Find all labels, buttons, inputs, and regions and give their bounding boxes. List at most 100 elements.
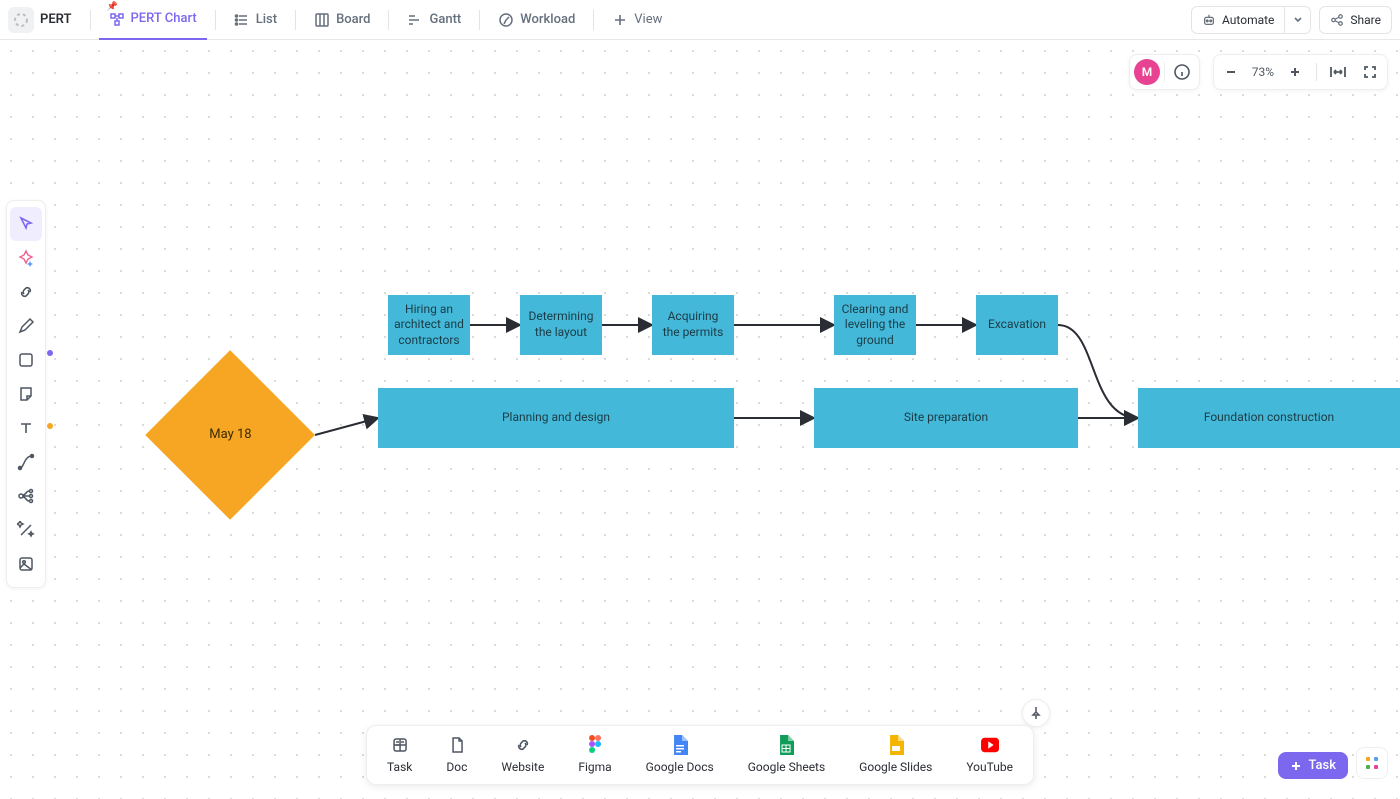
presence-panel: M: [1129, 54, 1200, 90]
share-button[interactable]: Share: [1319, 6, 1392, 34]
whiteboard-canvas[interactable]: M 73% May 18Hiring an architect an: [0, 40, 1400, 799]
insert-item-link[interactable]: Website: [501, 736, 544, 774]
apps-grid-icon: [1364, 755, 1380, 771]
tab-list[interactable]: List: [224, 0, 287, 40]
image-icon: [17, 555, 35, 573]
pin-toolbar-button[interactable]: [1022, 699, 1050, 727]
tab-board[interactable]: Board: [304, 0, 380, 40]
workload-icon: [498, 12, 514, 28]
tab-workload[interactable]: Workload: [488, 0, 585, 40]
insert-item-label: Figma: [578, 760, 611, 774]
insert-item-label: Google Docs: [646, 760, 714, 774]
new-task-button[interactable]: Task: [1278, 752, 1348, 779]
ai-sparkle-icon: [17, 249, 35, 267]
task-button-label: Task: [1308, 758, 1336, 773]
expand-icon: [1362, 64, 1378, 80]
insert-item-gslides[interactable]: Google Slides: [859, 736, 932, 774]
minus-icon: [1224, 65, 1238, 79]
insert-item-label: Google Slides: [859, 760, 932, 774]
plus-icon: [612, 12, 628, 28]
task-icon: [391, 736, 409, 754]
tab-gantt[interactable]: Gantt: [397, 0, 471, 40]
tool-sticky[interactable]: [10, 377, 42, 411]
chart-node[interactable]: Acquiring the permits: [652, 295, 734, 355]
doc-icon: [448, 736, 466, 754]
tool-ai[interactable]: [10, 241, 42, 275]
tool-shape[interactable]: [10, 343, 42, 377]
chevron-down-icon: [1293, 15, 1303, 25]
tool-color-dot: [47, 350, 53, 356]
tool-link[interactable]: [10, 275, 42, 309]
chart-node[interactable]: Planning and design: [378, 388, 734, 448]
tool-select[interactable]: [10, 207, 42, 241]
user-avatar[interactable]: M: [1134, 59, 1160, 85]
tab-label: List: [256, 12, 277, 27]
divider: [388, 10, 389, 30]
insert-item-label: Website: [501, 760, 544, 774]
tab-pert-chart[interactable]: 📌 PERT Chart: [99, 0, 207, 40]
divider: [90, 10, 91, 30]
share-label: Share: [1350, 13, 1381, 27]
chart-node[interactable]: Hiring an architect and contractors: [388, 295, 470, 355]
link-icon: [17, 283, 35, 301]
tab-label: Board: [336, 12, 370, 27]
tool-text[interactable]: [10, 411, 42, 445]
share-icon: [1330, 13, 1344, 27]
insert-item-task[interactable]: Task: [387, 736, 412, 774]
automate-label: Automate: [1222, 13, 1274, 27]
chart-node[interactable]: Clearing and leveling the ground: [834, 295, 916, 355]
insert-toolbar: Task Doc Website Figma Google Docs Google She…: [366, 725, 1034, 785]
link-icon: [514, 736, 532, 754]
tool-color-dot: [47, 423, 53, 429]
chart-node[interactable]: Foundation construction: [1138, 388, 1400, 448]
pert-chart-icon: [109, 11, 125, 27]
chart-node[interactable]: Site preparation: [814, 388, 1078, 448]
square-icon: [17, 351, 35, 369]
loading-circle-icon: [13, 12, 29, 28]
tool-image[interactable]: [10, 547, 42, 581]
divider: [593, 10, 594, 30]
divider: [215, 10, 216, 30]
chart-node[interactable]: Determining the layout: [520, 295, 602, 355]
fullscreen-button[interactable]: [1359, 59, 1381, 85]
fit-width-button[interactable]: [1327, 59, 1349, 85]
board-icon: [314, 12, 330, 28]
apps-grid-button[interactable]: [1356, 747, 1388, 779]
chart-node-diamond[interactable]: May 18: [145, 350, 315, 520]
insert-item-youtube[interactable]: YouTube: [966, 736, 1013, 774]
divider: [479, 10, 480, 30]
plus-icon: [1290, 760, 1302, 772]
chart-node[interactable]: Excavation: [976, 295, 1058, 355]
zoom-out-button[interactable]: [1220, 59, 1242, 85]
cursor-icon: [17, 215, 35, 233]
connector-icon: [17, 453, 35, 471]
add-view-button[interactable]: View: [602, 0, 672, 40]
pin-indicator-icon: 📌: [107, 2, 118, 12]
tool-connector[interactable]: [10, 445, 42, 479]
app-title: PERT: [40, 12, 72, 27]
list-icon: [234, 12, 250, 28]
pin-icon: [1029, 706, 1043, 720]
figma-icon: [586, 736, 604, 754]
insert-item-gsheets[interactable]: Google Sheets: [748, 736, 825, 774]
fit-width-icon: [1329, 64, 1347, 80]
tab-label: PERT Chart: [131, 11, 197, 26]
app-icon-button[interactable]: [8, 7, 34, 33]
automate-dropdown-button[interactable]: [1285, 6, 1311, 34]
insert-item-doc[interactable]: Doc: [446, 736, 467, 774]
divider: [295, 10, 296, 30]
insert-item-gdocs[interactable]: Google Docs: [646, 736, 714, 774]
zoom-in-button[interactable]: [1284, 59, 1306, 85]
tool-mindmap[interactable]: [10, 479, 42, 513]
zoom-level: 73%: [1252, 65, 1274, 79]
info-button[interactable]: [1169, 59, 1195, 85]
automate-button[interactable]: Automate: [1191, 6, 1285, 34]
add-view-label: View: [634, 12, 662, 27]
insert-item-figma[interactable]: Figma: [578, 736, 611, 774]
gdocs-icon: [671, 736, 689, 754]
tab-label: Gantt: [429, 12, 461, 27]
insert-item-label: Doc: [446, 760, 467, 774]
gantt-icon: [407, 12, 423, 28]
tool-draw[interactable]: [10, 309, 42, 343]
tool-magic[interactable]: [10, 513, 42, 547]
